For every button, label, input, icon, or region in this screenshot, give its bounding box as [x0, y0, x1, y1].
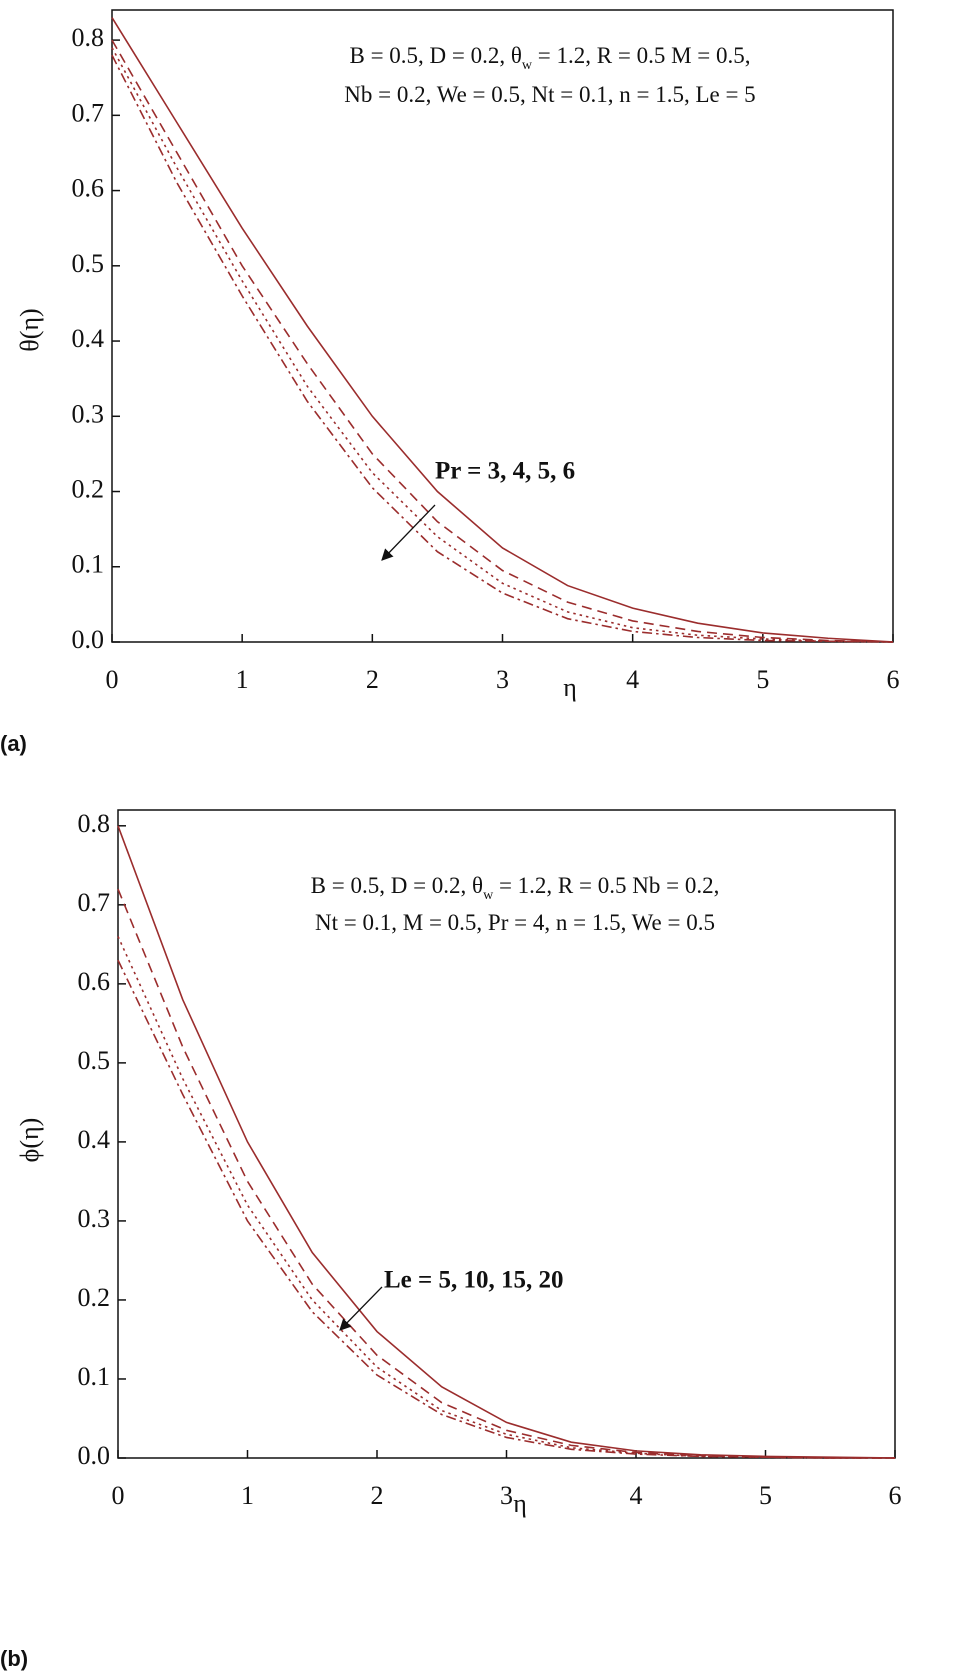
- x-tick-label: 1: [236, 665, 249, 694]
- x-tick-label: 0: [112, 1481, 125, 1510]
- y-tick-label: 0.5: [72, 249, 105, 278]
- arrow: [339, 1286, 383, 1331]
- annotation-line: B = 0.5, D = 0.2, θw = 1.2, R = 0.5 Nb =…: [311, 873, 720, 903]
- arrow-label: Pr = 3, 4, 5, 6: [435, 458, 575, 485]
- y-tick-label: 0.5: [78, 1046, 111, 1075]
- x-axis-label: η: [563, 673, 577, 702]
- y-tick-label: 0.4: [78, 1125, 111, 1154]
- y-tick-label: 0.8: [78, 809, 111, 838]
- x-tick-label: 2: [366, 665, 379, 694]
- y-tick-label: 0.1: [78, 1362, 111, 1391]
- y-tick-label: 0.3: [72, 399, 105, 428]
- arrow-label: Le = 5, 10, 15, 20: [384, 1267, 564, 1294]
- x-axis-label: η: [513, 1489, 527, 1518]
- y-tick-label: 0.2: [72, 474, 105, 503]
- annotation-line: Nb = 0.2, We = 0.5, Nt = 0.1, n = 1.5, L…: [344, 82, 755, 107]
- panel-label: (b): [0, 1646, 28, 1671]
- y-tick-label: 0.1: [72, 550, 105, 579]
- annotation-text: w: [522, 58, 533, 73]
- y-axis-label: ϕ(η): [15, 1118, 44, 1163]
- y-tick-label: 0.6: [78, 967, 111, 996]
- series-line: [117, 959, 895, 1459]
- series-line: [117, 936, 895, 1459]
- annotation-line: Nt = 0.1, M = 0.5, Pr = 4, n = 1.5, We =…: [315, 910, 715, 935]
- plot-frame: [117, 809, 896, 1459]
- annotation-line: B = 0.5, D = 0.2, θw = 1.2, R = 0.5 M = …: [349, 43, 750, 73]
- y-tick-label: 0.7: [78, 888, 111, 917]
- chart-panel: 0.0 0.1 0.2 0.3 0.4 0.5 0.6 0.7 0.8 0 1 2 3 4 5 6 η ϕ(η) (…: [0, 809, 902, 1671]
- y-tick-label: 0.3: [78, 1204, 111, 1233]
- series-line: [111, 54, 894, 643]
- y-tick-label: 0.7: [72, 98, 105, 127]
- y-axis-label: θ(η): [15, 308, 44, 351]
- series-line: [111, 17, 894, 643]
- y-tick-label: 0.0: [78, 1441, 111, 1470]
- y-tick-label: 0.8: [72, 23, 105, 52]
- annotation-text: = 1.2, R = 0.5 Nb = 0.2,: [493, 873, 719, 898]
- annotation-text: B = 0.5, D = 0.2, θ: [311, 873, 483, 898]
- x-tick-label: 4: [626, 665, 639, 694]
- arrow: [381, 504, 436, 561]
- x-tick-label: 6: [889, 1481, 902, 1510]
- series-line: [111, 47, 894, 643]
- annotation-text: B = 0.5, D = 0.2, θ: [349, 43, 521, 68]
- x-tick-label: 1: [241, 1481, 254, 1510]
- y-tick-label: 0.6: [72, 174, 105, 203]
- series-line: [111, 39, 894, 643]
- y-tick-label: 0.0: [72, 625, 105, 654]
- annotation-text: = 1.2, R = 0.5 M = 0.5,: [532, 43, 750, 68]
- x-tick-label: 2: [371, 1481, 384, 1510]
- annotation-text: Nt = 0.1, M = 0.5, Pr = 4, n = 1.5, We =…: [315, 910, 715, 935]
- x-tick-label: 4: [630, 1481, 643, 1510]
- y-tick-label: 0.4: [72, 324, 105, 353]
- annotation-text: Nb = 0.2, We = 0.5, Nt = 0.1, n = 1.5, L…: [344, 82, 755, 107]
- panel-label: (a): [0, 731, 27, 756]
- x-tick-label: 5: [759, 1481, 772, 1510]
- x-tick-label: 3: [500, 1481, 513, 1510]
- series-line: [117, 888, 895, 1459]
- x-tick-label: 0: [106, 665, 119, 694]
- y-tick-label: 0.2: [78, 1283, 111, 1312]
- chart-panel: 0.0 0.1 0.2 0.3 0.4 0.5 0.6 0.7 0.8 0 1 2 3 4 5 6 η θ(η) (…: [0, 9, 900, 756]
- x-tick-label: 3: [496, 665, 509, 694]
- x-tick-label: 5: [756, 665, 769, 694]
- x-tick-label: 6: [887, 665, 900, 694]
- annotation-text: w: [483, 888, 494, 903]
